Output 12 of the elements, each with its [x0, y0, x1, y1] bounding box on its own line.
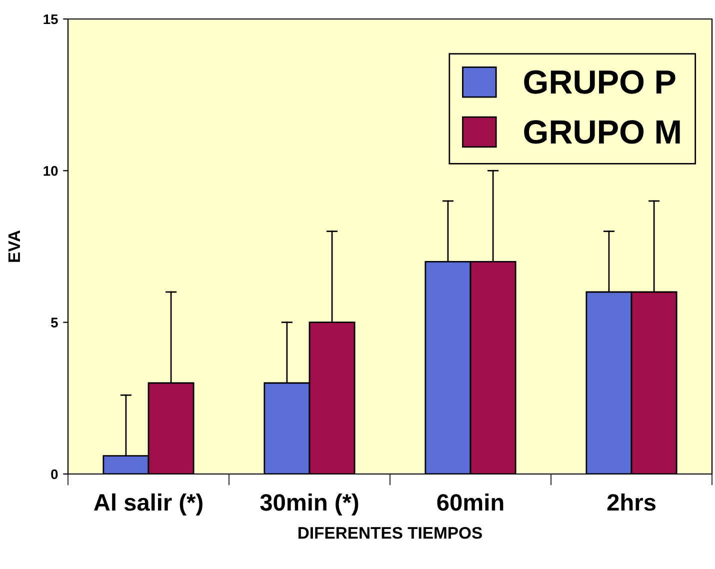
y-axis-title: EVA	[8, 230, 20, 262]
x-tick-label: Al salir (*)	[94, 493, 202, 516]
x-tick-label: 60min	[437, 493, 504, 511]
x-tick-label: 2hrs	[607, 493, 656, 511]
x-axis-title: DIFERENTES TIEMPOS	[298, 527, 482, 539]
x-tick-label: 30min (*)	[260, 493, 358, 516]
y-tick-label: 5	[50, 318, 58, 328]
y-tick-label: 10	[44, 166, 58, 176]
y-tick-label: 15	[44, 14, 58, 24]
legend-label: GRUPO M	[524, 120, 680, 144]
y-tick-label: 0	[51, 469, 58, 480]
legend-label: GRUPO P	[524, 70, 676, 94]
